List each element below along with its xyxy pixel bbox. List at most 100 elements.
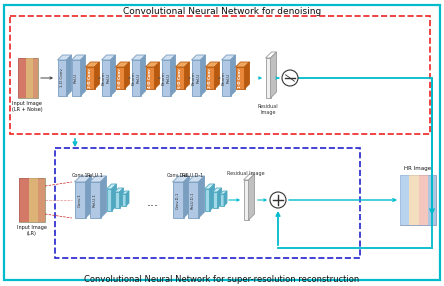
Bar [400, 175, 436, 225]
Polygon shape [245, 62, 250, 89]
Bar [18, 58, 38, 98]
Text: Convolutional Neural Network for super-resolution reconstruction: Convolutional Neural Network for super-r… [84, 275, 360, 285]
Polygon shape [90, 176, 107, 182]
Polygon shape [213, 188, 222, 192]
Polygon shape [58, 60, 67, 96]
Bar [33, 58, 38, 98]
Polygon shape [270, 52, 277, 98]
Polygon shape [173, 182, 183, 218]
Polygon shape [222, 60, 230, 96]
Polygon shape [90, 182, 100, 218]
Polygon shape [102, 55, 115, 60]
Bar [29, 178, 38, 222]
Polygon shape [162, 55, 175, 60]
Text: Input Image
(LR): Input Image (LR) [17, 225, 47, 236]
Polygon shape [115, 67, 124, 89]
Polygon shape [102, 60, 111, 96]
Polygon shape [58, 55, 71, 60]
Text: 4-D Conv: 4-D Conv [148, 68, 152, 88]
Polygon shape [205, 189, 210, 211]
Polygon shape [220, 191, 227, 194]
Polygon shape [131, 60, 140, 96]
Polygon shape [115, 192, 119, 208]
Polygon shape [173, 176, 190, 182]
Polygon shape [210, 184, 214, 211]
Polygon shape [140, 55, 146, 96]
Text: ReLU.D-1: ReLU.D-1 [191, 191, 195, 209]
Bar [409, 175, 419, 225]
Text: Bnorm
ReLU: Bnorm ReLU [102, 71, 110, 85]
Polygon shape [266, 52, 277, 58]
Text: 2-D Conv: 2-D Conv [208, 68, 212, 88]
Polygon shape [71, 60, 80, 96]
Text: Bnorm
ReLU: Bnorm ReLU [162, 71, 170, 85]
Polygon shape [115, 188, 123, 192]
Text: ...: ... [147, 196, 159, 208]
Polygon shape [146, 67, 155, 89]
Polygon shape [111, 184, 116, 211]
Text: 3-D Conv: 3-D Conv [118, 68, 122, 88]
Polygon shape [187, 176, 205, 182]
Bar [18, 58, 26, 98]
Polygon shape [230, 55, 235, 96]
Text: Bnorm
ReLU: Bnorm ReLU [132, 71, 140, 85]
Bar [26, 58, 33, 98]
Circle shape [270, 192, 286, 208]
Text: ReLU.1: ReLU.1 [87, 173, 103, 178]
Text: Bnorm
ReLU: Bnorm ReLU [222, 71, 230, 85]
Polygon shape [191, 60, 201, 96]
Text: HR Image: HR Image [404, 166, 432, 171]
Polygon shape [122, 191, 129, 194]
Polygon shape [222, 55, 235, 60]
Text: ReLU: ReLU [74, 73, 78, 83]
Text: Conv.D-1: Conv.D-1 [167, 173, 189, 178]
Polygon shape [205, 184, 214, 189]
Circle shape [282, 70, 298, 86]
Text: Residual Image: Residual Image [227, 171, 265, 176]
Polygon shape [131, 55, 146, 60]
Polygon shape [71, 55, 86, 60]
Text: Input Image
(LR + Noise): Input Image (LR + Noise) [12, 101, 42, 112]
Polygon shape [187, 182, 198, 218]
Polygon shape [249, 174, 254, 220]
Polygon shape [155, 62, 159, 89]
Polygon shape [111, 55, 115, 96]
Polygon shape [220, 194, 224, 206]
Polygon shape [185, 62, 190, 89]
Polygon shape [107, 189, 111, 211]
Polygon shape [191, 55, 206, 60]
Text: 1-D Conv: 1-D Conv [238, 68, 242, 88]
Polygon shape [86, 176, 91, 218]
Text: ReLU.1: ReLU.1 [93, 193, 97, 207]
Polygon shape [235, 67, 245, 89]
Polygon shape [67, 55, 71, 96]
Polygon shape [170, 55, 175, 96]
Polygon shape [107, 184, 116, 189]
Polygon shape [100, 176, 107, 218]
Polygon shape [201, 55, 206, 96]
Bar [400, 175, 409, 225]
FancyBboxPatch shape [4, 5, 440, 280]
Bar [19, 178, 29, 222]
Text: Convolutional Neural Network for denoising: Convolutional Neural Network for denoisi… [123, 7, 321, 17]
Polygon shape [213, 192, 218, 208]
Polygon shape [266, 58, 270, 98]
Polygon shape [86, 67, 95, 89]
Polygon shape [86, 62, 99, 67]
Polygon shape [206, 67, 214, 89]
Polygon shape [235, 62, 250, 67]
Polygon shape [175, 62, 190, 67]
Polygon shape [126, 191, 129, 206]
Bar [38, 178, 45, 222]
Polygon shape [124, 62, 130, 89]
Polygon shape [218, 188, 222, 208]
Polygon shape [119, 188, 123, 208]
Text: Conv.1: Conv.1 [78, 193, 82, 207]
Text: Bnorm
ReLU: Bnorm ReLU [192, 71, 200, 85]
Polygon shape [224, 191, 227, 206]
Polygon shape [162, 60, 170, 96]
Text: 5-D Conv: 5-D Conv [178, 68, 182, 88]
Polygon shape [206, 62, 219, 67]
Polygon shape [115, 62, 130, 67]
Polygon shape [183, 176, 190, 218]
